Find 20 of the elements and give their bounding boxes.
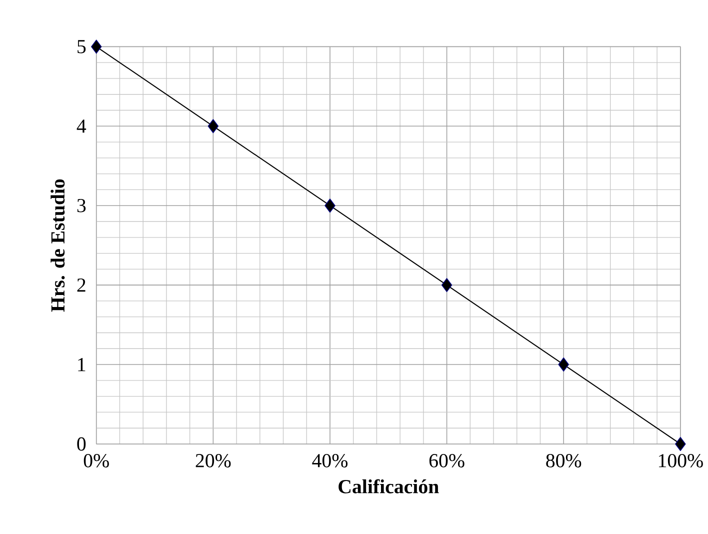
x-tick-label: 40%: [312, 454, 348, 468]
y-tick-label: 1: [78, 358, 86, 371]
point: [90, 39, 102, 54]
y-axis-title: Hrs. de Estudio: [50, 179, 65, 312]
x-tick-label: 0%: [84, 454, 109, 468]
point: [675, 436, 686, 451]
x-tick-label: 60%: [429, 454, 464, 468]
point: [441, 278, 452, 292]
y-tick-label: 5: [78, 40, 86, 54]
x-tick-label: 20%: [196, 454, 231, 468]
x-tick-label: 100%: [658, 454, 703, 468]
point: [324, 198, 336, 212]
y-tick-label: 3: [77, 198, 86, 212]
y-tick-label: 4: [76, 119, 86, 132]
point: [208, 118, 219, 133]
point: [558, 357, 569, 372]
y-tick-label: 2: [77, 278, 86, 292]
x-axis-title: Calificación: [338, 479, 439, 494]
y-tick-label: 0: [77, 437, 86, 451]
x-tick-label: 80%: [546, 454, 582, 468]
